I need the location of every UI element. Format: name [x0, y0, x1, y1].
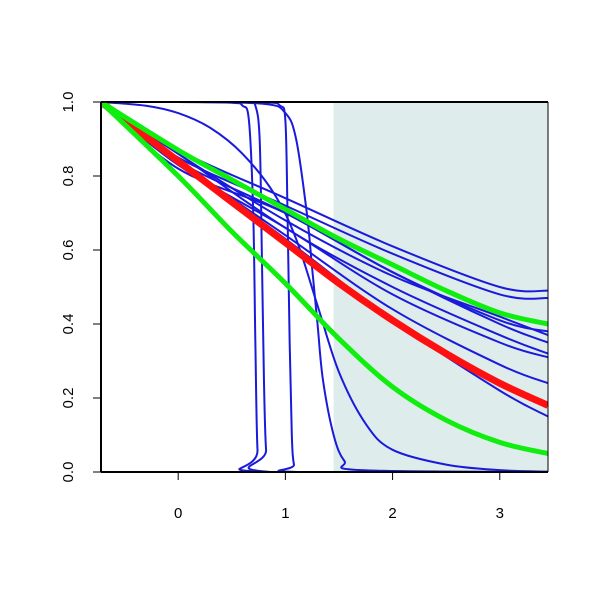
green-curve-16: [101, 102, 548, 456]
green-curve-15: [101, 102, 548, 327]
red-curve-14: [101, 102, 548, 409]
blue-curve-10: [101, 102, 548, 355]
x-tick-label-3: 3: [496, 505, 504, 522]
y-tick-label-1: 0.2: [60, 388, 77, 409]
y-tick-label-5: 1.0: [60, 92, 77, 113]
blue-curve-4: [101, 102, 548, 472]
x-tick-label-0: 0: [174, 505, 182, 522]
x-axis-ticks: 0 1 2 3: [174, 472, 504, 522]
x-tick-label-2: 2: [388, 505, 396, 522]
y-tick-label-0: 0.0: [60, 462, 77, 483]
y-tick-label-3: 0.6: [60, 240, 77, 261]
blue-curve-3: [101, 102, 548, 472]
y-axis-ticks: 0.0 0.2 0.4 0.6 0.8 1.0: [60, 92, 101, 483]
y-tick-label-4: 0.8: [60, 166, 77, 187]
x-tick-label-1: 1: [281, 505, 289, 522]
series-layer: [101, 102, 548, 472]
y-tick-label-2: 0.4: [60, 314, 77, 335]
